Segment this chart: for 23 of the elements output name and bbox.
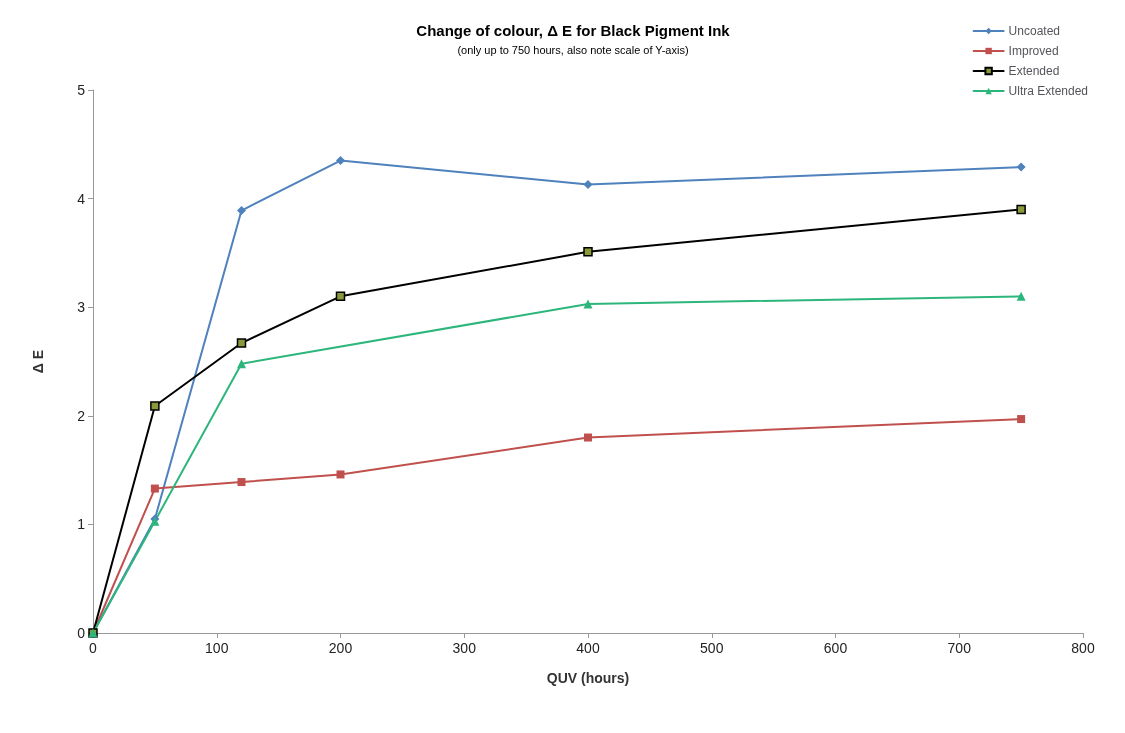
legend-label: Uncoated [1008, 24, 1060, 38]
x-tick-label: 100 [205, 640, 229, 656]
x-tick-label: 700 [947, 640, 972, 656]
x-axis-title: QUV (hours) [546, 670, 630, 686]
x-tick-label: 800 [1071, 640, 1095, 656]
x-tick-label: 400 [576, 640, 600, 656]
chart-title: Change of colour, Δ E for Black Pigment Ink [416, 22, 731, 39]
y-tick-label: 5 [77, 82, 86, 98]
x-tick-label: 300 [452, 640, 477, 656]
chart-subtitle: (only up to 750 hours, also note scale of Y-axis) [457, 43, 689, 56]
x-tick-label: 200 [328, 640, 353, 656]
legend-label: Improved [1008, 44, 1059, 58]
x-tick-label: 600 [823, 640, 848, 656]
legend-label: Ultra Extended [1008, 84, 1089, 98]
y-tick-label: 0 [77, 625, 86, 641]
y-tick-label: 4 [77, 190, 86, 207]
x-tick-label: 500 [700, 640, 724, 656]
y-tick-label: 3 [77, 299, 86, 316]
y-tick-label: 2 [77, 407, 86, 424]
x-tick-label: 0 [89, 640, 98, 656]
y-axis-title: Δ E [30, 349, 46, 374]
y-tick-label: 1 [77, 516, 86, 533]
legend-label: Extended [1008, 64, 1060, 78]
